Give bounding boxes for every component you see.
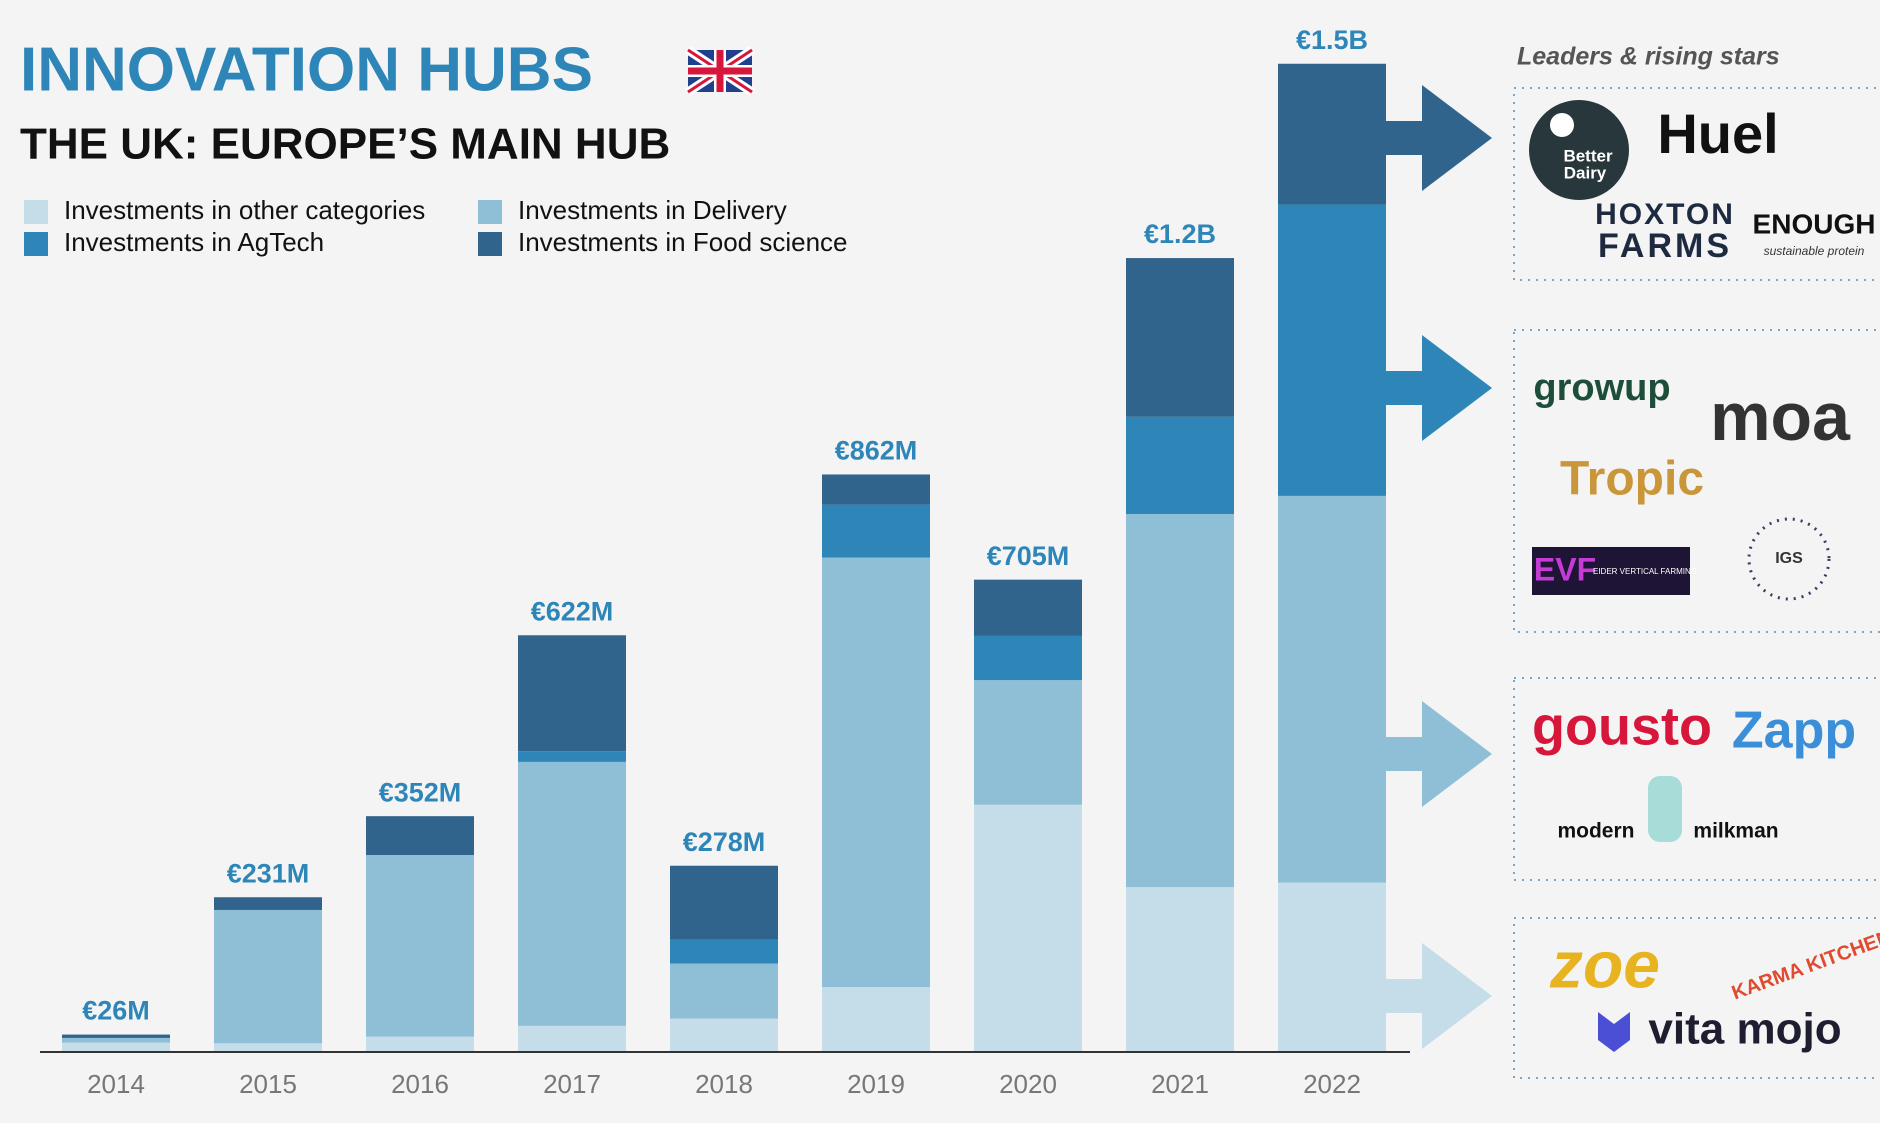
logo: IGS [1775, 550, 1803, 567]
bar-segment [1126, 258, 1234, 417]
x-tick-label: 2015 [239, 1069, 297, 1099]
total-label: €1.5B [1296, 25, 1368, 55]
bar-segment [518, 751, 626, 762]
bar-segment [214, 1043, 322, 1052]
logo-drop [1550, 113, 1574, 137]
x-tick-label: 2020 [999, 1069, 1057, 1099]
x-tick-label: 2018 [695, 1069, 753, 1099]
bar-segment [822, 474, 930, 505]
bar-segment [974, 579, 1082, 636]
logo-bg [1532, 547, 1690, 595]
logo: vita mojo [1648, 1005, 1841, 1054]
bar-segment [214, 909, 322, 1044]
total-label: €705M [987, 541, 1070, 571]
logo: gousto [1532, 696, 1712, 756]
bar-segment [670, 939, 778, 964]
logo: EIDER VERTICAL FARMING [1593, 567, 1697, 576]
logo: zoe [1549, 927, 1660, 1001]
bar-segment [1126, 887, 1234, 1052]
logo-icon [1598, 1012, 1630, 1052]
logo: modern [1557, 820, 1634, 843]
bar-segment [670, 865, 778, 940]
bar-segment [1278, 495, 1386, 883]
x-tick-label: 2016 [391, 1069, 449, 1099]
total-label: €352M [379, 777, 462, 807]
logo: growup [1533, 367, 1670, 409]
bar-segment [1278, 204, 1386, 496]
x-tick-label: 2019 [847, 1069, 905, 1099]
bar-segment [62, 1037, 170, 1043]
legend-label: Investments in Delivery [518, 195, 787, 225]
x-tick-label: 2022 [1303, 1069, 1361, 1099]
x-tick-label: 2017 [543, 1069, 601, 1099]
logo: Dairy [1564, 163, 1607, 182]
logo: FARMS [1598, 227, 1732, 265]
total-label: €1.2B [1144, 219, 1216, 249]
bar-segment [62, 1034, 170, 1038]
logo: sustainable protein [1764, 244, 1865, 258]
bar-segment [1126, 513, 1234, 888]
logo: EVF [1534, 551, 1596, 587]
bar-segment [670, 963, 778, 1019]
legend-swatch [478, 232, 502, 256]
bar-segment [366, 855, 474, 1037]
bar-segment [822, 557, 930, 988]
logo: ENOUGH [1753, 208, 1876, 239]
bar-segment [974, 680, 1082, 805]
total-label: €231M [227, 858, 310, 888]
bar-segment [518, 635, 626, 752]
bar-segment [62, 1042, 170, 1052]
x-tick-label: 2021 [1151, 1069, 1209, 1099]
legend-swatch [478, 200, 502, 224]
arrow [1320, 701, 1492, 807]
subtitle: THE UK: EUROPE’S MAIN HUB [20, 120, 670, 169]
total-label: €278M [683, 827, 766, 857]
bar-segment [974, 635, 1082, 681]
logo: Tropic [1560, 453, 1704, 506]
total-label: €26M [82, 996, 150, 1026]
arrows [1320, 85, 1492, 1049]
bar-segment [1278, 882, 1386, 1052]
x-tick-label: 2014 [87, 1069, 145, 1099]
legend-label: Investments in AgTech [64, 227, 324, 257]
bar-segment [670, 1018, 778, 1052]
logo-bottle [1648, 776, 1682, 842]
legend-swatch [24, 232, 48, 256]
panel-title: Leaders & rising stars [1517, 43, 1780, 71]
arrow [1320, 943, 1492, 1049]
legend-label: Investments in Food science [518, 227, 848, 257]
legend-label: Investments in other categories [64, 195, 425, 225]
logo: Huel [1657, 102, 1778, 165]
total-label: €622M [531, 596, 614, 626]
legend-swatch [24, 200, 48, 224]
arrow [1320, 85, 1492, 191]
logo-ring [1747, 517, 1831, 601]
panel-boxes [1513, 87, 1880, 1079]
total-label: €862M [835, 436, 918, 466]
bar-segment [518, 1025, 626, 1052]
bar-segment [518, 761, 626, 1026]
bar-segment [366, 1036, 474, 1052]
bar-segment [214, 897, 322, 910]
logo: HOXTON [1595, 198, 1735, 231]
uk-flag [685, 46, 755, 96]
logo: moa [1710, 379, 1851, 455]
bar-segment [974, 804, 1082, 1052]
logo: milkman [1693, 820, 1778, 843]
arrow [1320, 335, 1492, 441]
bar-segment [822, 504, 930, 558]
title: INNOVATION HUBS [20, 35, 593, 104]
bar-segment [1126, 416, 1234, 514]
chart: Investments in other categories Investmen… [24, 25, 1410, 1099]
logo: Zapp [1732, 702, 1856, 760]
bar-segment [822, 987, 930, 1052]
logo: Better [1563, 146, 1613, 165]
bar-segment [366, 816, 474, 856]
